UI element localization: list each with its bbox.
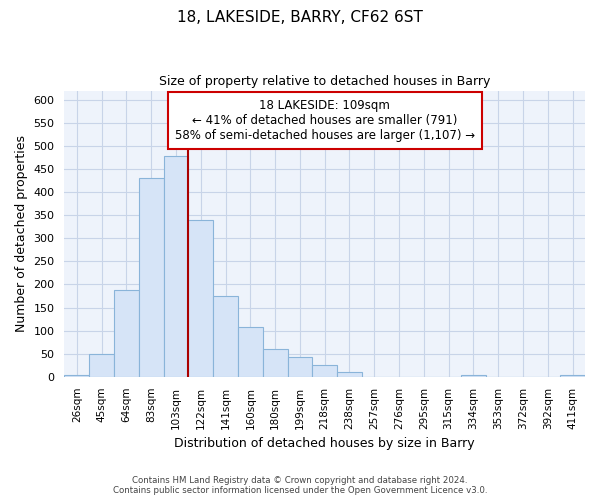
Bar bbox=[560, 374, 585, 377]
Bar bbox=[188, 220, 213, 377]
Bar bbox=[139, 178, 164, 377]
Text: Contains HM Land Registry data © Crown copyright and database right 2024.
Contai: Contains HM Land Registry data © Crown c… bbox=[113, 476, 487, 495]
Y-axis label: Number of detached properties: Number of detached properties bbox=[15, 135, 28, 332]
Title: Size of property relative to detached houses in Barry: Size of property relative to detached ho… bbox=[159, 75, 490, 88]
Bar bbox=[213, 296, 238, 377]
Bar bbox=[337, 372, 362, 377]
Text: 18 LAKESIDE: 109sqm
← 41% of detached houses are smaller (791)
58% of semi-detac: 18 LAKESIDE: 109sqm ← 41% of detached ho… bbox=[175, 99, 475, 142]
Bar bbox=[287, 356, 313, 377]
Bar bbox=[89, 354, 114, 377]
Text: 18, LAKESIDE, BARRY, CF62 6ST: 18, LAKESIDE, BARRY, CF62 6ST bbox=[177, 10, 423, 25]
Bar bbox=[461, 374, 486, 377]
Bar bbox=[313, 366, 337, 377]
X-axis label: Distribution of detached houses by size in Barry: Distribution of detached houses by size … bbox=[175, 437, 475, 450]
Bar bbox=[263, 349, 287, 377]
Bar bbox=[238, 327, 263, 377]
Bar bbox=[114, 290, 139, 377]
Bar bbox=[164, 156, 188, 377]
Bar bbox=[64, 374, 89, 377]
